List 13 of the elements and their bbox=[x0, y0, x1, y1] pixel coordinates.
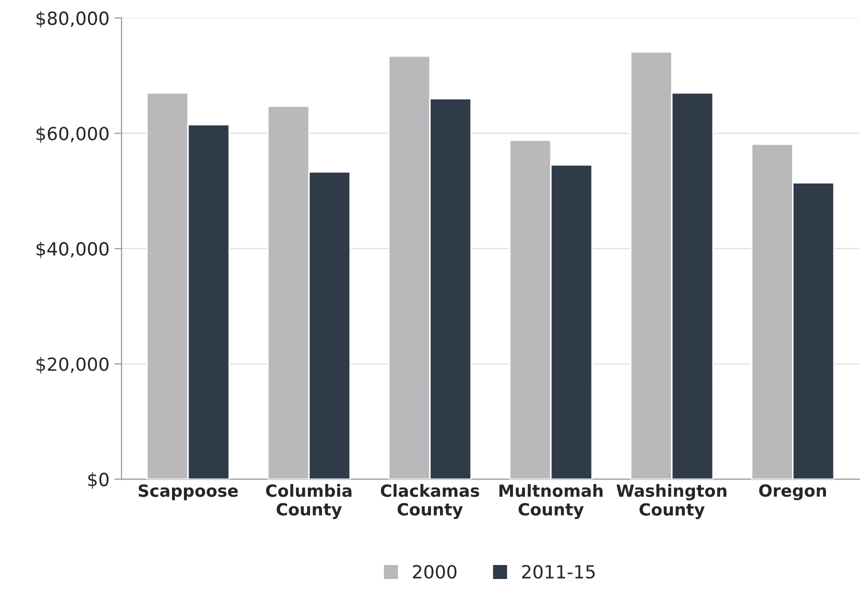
x-tick-label: Oregon bbox=[759, 484, 826, 500]
legend-label: 2000 bbox=[412, 564, 456, 579]
y-tick-label: $40,000 bbox=[36, 242, 109, 258]
y-tick-label: $60,000 bbox=[36, 126, 109, 143]
x-tick-label: Clackamas County bbox=[380, 484, 480, 519]
x-tick-label: Multnomah County bbox=[499, 484, 603, 519]
y-tick-label: $0 bbox=[88, 472, 109, 489]
legend-label: 2011-15 bbox=[522, 564, 595, 579]
y-tick-label: $20,000 bbox=[36, 357, 109, 374]
x-tick-label: Columbia County bbox=[266, 484, 352, 519]
x-tick-label: Washington County bbox=[616, 484, 726, 520]
y-tick-label: $80,000 bbox=[36, 11, 109, 28]
x-tick-label: Scappoose bbox=[138, 484, 238, 500]
